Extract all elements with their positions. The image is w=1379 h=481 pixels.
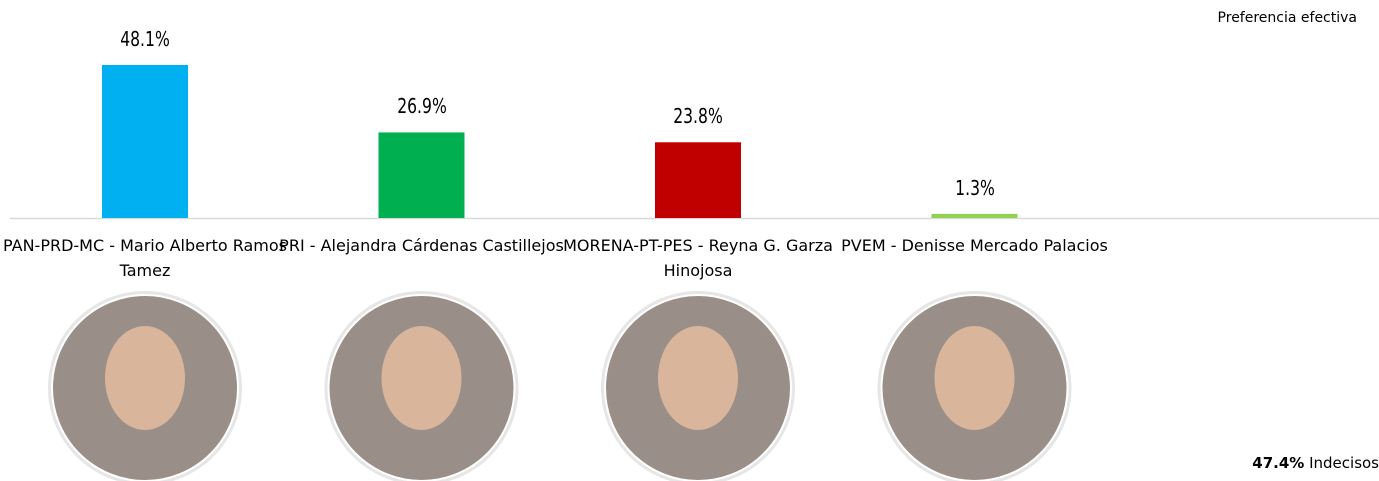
value-label: 48.1% [120, 27, 170, 51]
value-label: 23.8% [673, 104, 723, 129]
value-label: 26.9% [396, 94, 447, 119]
subtitle: Preferencia efectiva [1217, 10, 1357, 26]
undecided: 47.4% Indecisos [1252, 454, 1379, 472]
bar [655, 142, 741, 218]
photo-face [105, 326, 185, 430]
category-label: MORENA-PT-PES - Reyna G. Garza Hinojosa [563, 236, 833, 280]
category-label: PAN-PRD-MC - Mario Alberto Ramos Tamez [3, 236, 287, 280]
bar [102, 65, 188, 218]
category-label: PRI - Alejandra Cárdenas Castillejos [279, 236, 564, 255]
bar [931, 213, 1018, 218]
photo-face [381, 326, 462, 430]
category-label: PVEM - Denisse Mercado Palacios [841, 236, 1108, 255]
undecided-value: 47.4% [1252, 454, 1305, 472]
undecided-text: Indecisos [1309, 454, 1379, 472]
bar [378, 132, 465, 218]
photo-face [658, 326, 738, 430]
photo-face [934, 326, 1015, 430]
value-label: 1.3% [954, 175, 995, 200]
